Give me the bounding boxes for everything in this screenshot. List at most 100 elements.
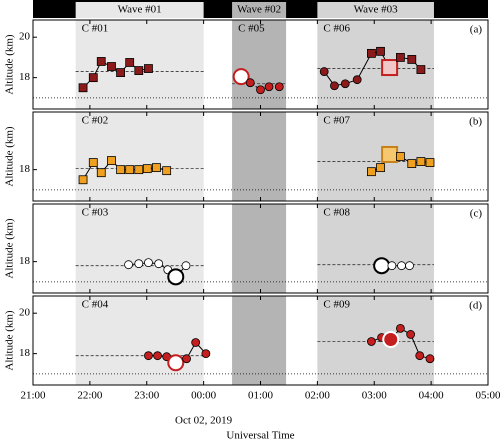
- marker: [405, 261, 414, 271]
- marker: [201, 349, 211, 359]
- x-tick-label: 21:00: [20, 390, 46, 402]
- marker: [152, 163, 161, 173]
- marker: [232, 68, 250, 86]
- case-label: C #02: [82, 115, 109, 127]
- marker: [396, 152, 405, 161]
- y-tick-label: 20: [19, 31, 31, 43]
- marker: [425, 158, 435, 167]
- wave-shade: [317, 112, 434, 201]
- x-tick-label: 05:00: [475, 390, 500, 402]
- marker: [88, 158, 98, 167]
- marker: [125, 165, 135, 175]
- wave-label: Wave #03: [354, 4, 399, 16]
- marker: [415, 351, 425, 361]
- marker: [396, 323, 405, 333]
- x-tick-label: 00:00: [191, 390, 217, 402]
- marker: [256, 85, 265, 95]
- marker: [407, 159, 417, 168]
- marker: [382, 330, 400, 348]
- marker: [78, 175, 88, 185]
- wave-header: [232, 2, 287, 18]
- marker: [396, 53, 405, 62]
- x-tick-label: 02:00: [305, 390, 331, 402]
- case-label: C #03: [82, 207, 109, 219]
- marker: [96, 168, 106, 178]
- y-tick-label: 18: [19, 255, 31, 267]
- x-tick-label: 01:00: [248, 390, 274, 402]
- marker: [352, 75, 362, 85]
- panel-label: (c): [470, 208, 483, 220]
- x-axis-label: Universal Time: [226, 430, 294, 442]
- marker: [406, 330, 416, 339]
- marker: [134, 259, 144, 269]
- marker: [387, 261, 397, 271]
- panel: [33, 112, 488, 201]
- wave-shade: [232, 20, 287, 109]
- y-tick-label: 20: [19, 307, 31, 319]
- wave-shade: [232, 204, 287, 293]
- marker: [340, 79, 350, 89]
- y-tick-label: 18: [19, 71, 31, 83]
- marker: [381, 145, 399, 163]
- panel-label: (d): [469, 300, 482, 312]
- panel: [33, 20, 488, 109]
- marker: [376, 163, 385, 173]
- series-line: [323, 50, 422, 87]
- wave-shade: [317, 20, 434, 109]
- marker: [330, 81, 339, 91]
- marker: [425, 354, 435, 364]
- date-label: Oct 02, 2019: [175, 415, 233, 427]
- series-line: [82, 159, 167, 181]
- marker: [153, 351, 162, 361]
- wave-label: Wave #02: [237, 4, 281, 16]
- marker: [181, 261, 191, 271]
- marker: [367, 167, 376, 177]
- wave-header: [317, 2, 434, 18]
- case-label: C #06: [323, 23, 350, 35]
- marker: [124, 260, 133, 270]
- marker: [154, 259, 164, 269]
- case-label: C #05: [238, 23, 265, 35]
- marker: [416, 65, 426, 74]
- wave-label: Wave #01: [118, 4, 162, 16]
- case-label: C #07: [323, 115, 350, 127]
- x-tick-label: 04:00: [419, 390, 445, 402]
- y-tick-label: 18: [19, 163, 31, 175]
- marker: [373, 257, 391, 275]
- y-axis-label: Altitude (km): [4, 126, 16, 187]
- marker: [134, 66, 144, 75]
- panel: [33, 204, 488, 293]
- marker: [407, 55, 417, 64]
- marker: [116, 165, 125, 175]
- marker: [96, 57, 106, 66]
- panel-label: (a): [470, 24, 483, 36]
- marker: [142, 164, 152, 174]
- marker: [162, 166, 172, 176]
- y-axis-label: Altitude (km): [4, 310, 16, 371]
- marker: [376, 46, 385, 56]
- marker: [416, 157, 426, 166]
- marker: [107, 62, 116, 71]
- marker: [182, 354, 191, 364]
- x-tick-label: 22:00: [77, 390, 103, 402]
- x-tick-label: 03:00: [362, 390, 388, 402]
- marker: [144, 64, 153, 73]
- marker: [107, 156, 116, 165]
- wave-shade: [232, 112, 287, 201]
- y-tick-label: 18: [19, 347, 31, 359]
- marker: [319, 67, 329, 76]
- marker: [167, 268, 185, 286]
- wave-shade: [75, 296, 204, 385]
- y-axis-label: Altitude (km): [4, 34, 16, 95]
- marker: [191, 338, 201, 347]
- marker: [134, 165, 144, 175]
- marker: [167, 354, 185, 372]
- marker: [78, 83, 88, 93]
- marker: [116, 68, 125, 77]
- y-axis-label: Altitude (km): [4, 218, 16, 279]
- case-label: C #08: [323, 207, 350, 219]
- marker: [381, 59, 399, 77]
- marker: [367, 48, 376, 58]
- case-label: C #01: [82, 23, 109, 35]
